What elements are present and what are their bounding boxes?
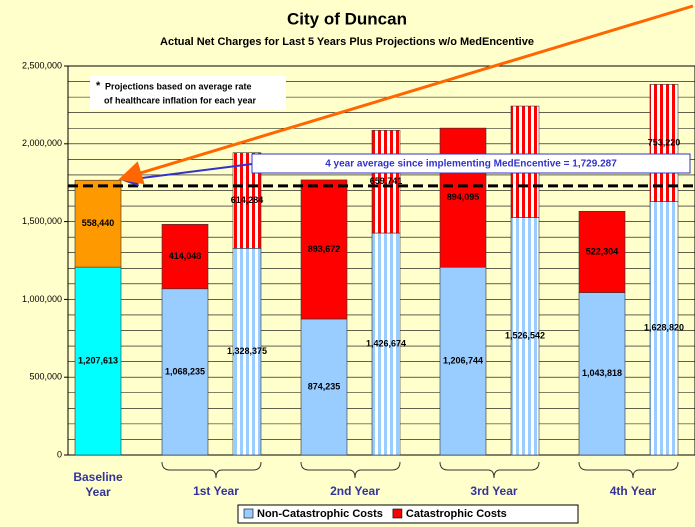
group-brace [161,461,262,479]
group-label: 3rd Year [470,484,518,498]
y-tick-label: 1,000,000 [22,294,62,304]
data-label: 614,284 [231,195,264,205]
group-label: 1st Year [193,484,239,498]
bar-segment [161,224,209,290]
note-line: of healthcare inflation for each year [104,95,257,105]
legend-label: Catastrophic Costs [406,508,507,520]
data-label: 1,628,820 [644,323,684,333]
data-label: 1,328,375 [227,346,267,356]
bar-segment [74,179,122,268]
bar-segment [300,179,348,320]
data-label: 894,095 [447,192,480,202]
bar-segment [161,288,209,456]
bar-segment [371,232,401,456]
data-label: 414,048 [169,251,202,261]
legend-box [237,504,579,524]
y-tick-label: 0 [57,449,62,459]
y-tick-label: 2,000,000 [22,138,62,148]
average-box [251,153,691,174]
data-label: 522,304 [586,246,619,256]
legend-swatch [243,508,254,519]
data-label: 558,440 [82,218,115,228]
legend: Non-Catastrophic Costs Catastrophic Costs [237,504,579,524]
y-tick-label: 1,500,000 [22,216,62,226]
data-label: 1,526,542 [505,331,545,341]
note-box [90,76,286,110]
arrow [122,163,253,187]
data-label: 1,068,235 [165,366,205,376]
legend-swatch [392,508,403,519]
group-label: Baseline Year [73,470,123,499]
bar-segment [578,211,626,293]
group-label: 4th Year [609,484,657,498]
group-brace [578,461,679,479]
data-label: 874,235 [308,381,341,391]
y-tick-label: 500,000 [29,372,62,382]
bar-segment [649,201,679,456]
data-label: 659,741 [370,176,403,186]
bar-segment [439,266,487,456]
chart-title: City of Duncan [287,9,407,28]
data-label: 1,207,613 [78,355,118,365]
chart-subtitle: Actual Net Charges for Last 5 Years Plus… [160,36,534,48]
note-marker: * [96,80,101,92]
legend-label: Non-Catastrophic Costs [257,508,383,520]
bar-segment [74,266,122,456]
bar-segment [232,248,262,456]
bar-segment [371,130,401,234]
arrow [118,4,694,185]
y-tick-label: 2,500,000 [22,60,62,70]
note: * Projections based on average rate of hea… [90,76,286,110]
bar-segment [649,84,679,202]
bar-segment [510,217,540,456]
data-label: 1,043,818 [582,368,622,378]
bar-segment [300,318,348,456]
data-label: 753,220 [648,137,681,147]
bar-segment [439,127,487,268]
data-label: 1,206,744 [443,355,483,365]
note-line: Projections based on average rate [105,81,252,91]
data-label: 1,426,674 [366,338,406,348]
data-label: 893,672 [308,244,341,254]
average-label: 4 year average since implementing MedEnc… [325,159,617,170]
bar-segment [578,292,626,456]
group-brace [300,461,401,479]
group-label: 2nd Year [330,484,380,498]
group-brace [439,461,540,479]
